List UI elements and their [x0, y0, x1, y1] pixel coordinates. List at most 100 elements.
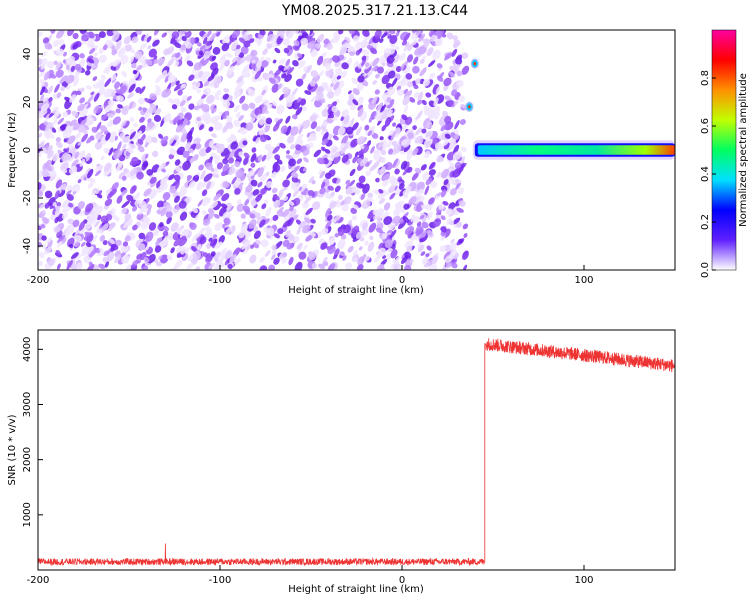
noise-blob — [206, 94, 215, 104]
noise-blob — [401, 40, 408, 46]
noise-blob — [201, 104, 210, 112]
noise-blob — [156, 185, 165, 193]
noise-blob — [286, 150, 290, 155]
noise-blob — [390, 130, 397, 141]
noise-blob — [273, 233, 280, 239]
noise-blob — [358, 246, 363, 251]
noise-blob — [182, 160, 192, 171]
noise-blob — [327, 185, 334, 191]
noise-blob — [446, 217, 452, 225]
noise-blob — [450, 238, 455, 244]
noise-blob — [222, 34, 230, 44]
noise-blob — [127, 92, 134, 99]
noise-blob — [459, 119, 466, 125]
noise-blob — [160, 70, 168, 79]
noise-blob — [202, 36, 208, 45]
noise-blob — [355, 231, 362, 239]
noise-blob — [198, 50, 204, 56]
noise-blob — [327, 214, 333, 222]
noise-blob — [287, 67, 295, 75]
noise-blob — [239, 95, 246, 104]
noise-blob — [40, 94, 45, 101]
noise-blob — [356, 96, 364, 107]
noise-blob — [402, 189, 410, 197]
noise-blob — [196, 88, 201, 94]
noise-blob — [440, 226, 447, 233]
noise-blob — [321, 138, 329, 146]
noise-blob — [63, 51, 67, 57]
noise-blob — [160, 177, 168, 186]
noise-blob — [250, 244, 254, 249]
noise-blob — [138, 200, 147, 209]
noise-blob — [205, 40, 211, 46]
noise-blob — [400, 160, 408, 170]
noise-blob — [124, 44, 132, 52]
noise-blob — [139, 117, 145, 123]
noise-blob — [403, 144, 411, 152]
noise-blob — [88, 261, 93, 266]
noise-blob — [124, 235, 131, 242]
noise-blob — [297, 53, 303, 58]
noise-blob — [380, 108, 390, 120]
noise-blob — [335, 34, 341, 43]
noise-blob — [308, 142, 314, 148]
noise-blob — [442, 200, 449, 206]
noise-blob — [388, 185, 396, 193]
noise-blob — [129, 117, 135, 122]
noise-blob — [100, 74, 107, 80]
noise-blob — [41, 170, 50, 177]
noise-blob — [381, 124, 387, 132]
noise-blob — [52, 39, 60, 47]
noise-blob — [262, 48, 269, 56]
noise-blob — [327, 263, 336, 270]
noise-blob — [67, 218, 75, 225]
noise-blob — [295, 219, 302, 225]
noise-blob — [436, 75, 444, 82]
noise-blob — [94, 141, 103, 150]
noise-blob — [168, 174, 175, 181]
noise-blob — [46, 237, 53, 244]
noise-blob — [285, 125, 292, 136]
noise-blob — [272, 123, 280, 132]
noise-blob — [256, 60, 262, 69]
noise-blob — [178, 238, 188, 247]
noise-blob — [175, 52, 181, 58]
noise-blob — [239, 56, 247, 64]
noise-blob — [61, 152, 69, 162]
noise-blob — [339, 47, 348, 56]
noise-blob — [148, 104, 157, 114]
noise-blob — [111, 48, 118, 56]
noise-blob — [334, 152, 341, 158]
noise-blob — [43, 71, 50, 81]
noise-blob — [277, 228, 284, 235]
noise-blob — [229, 150, 235, 159]
noise-blob — [420, 251, 426, 256]
noise-blob — [115, 40, 122, 51]
noise-blob — [211, 55, 217, 61]
noise-blob — [415, 225, 424, 235]
noise-blob — [54, 190, 60, 200]
noise-blob — [370, 125, 376, 130]
noise-blob — [415, 127, 423, 136]
noise-blob — [458, 200, 466, 208]
noise-blob — [400, 63, 405, 71]
noise-blob — [236, 44, 241, 50]
noise-blob — [285, 59, 291, 66]
noise-blob — [425, 177, 433, 186]
noise-blob — [382, 232, 388, 240]
noise-blob — [226, 65, 235, 76]
noise-blob — [38, 252, 45, 259]
noise-blob — [110, 65, 117, 71]
noise-blob — [215, 143, 221, 149]
noise-blob — [308, 252, 317, 260]
noise-blob — [81, 133, 89, 143]
noise-blob — [384, 71, 390, 77]
noise-blob — [229, 253, 237, 264]
noise-blob — [278, 189, 284, 199]
noise-blob — [282, 239, 290, 248]
noise-blob — [383, 202, 391, 211]
noise-blob — [375, 177, 380, 183]
noise-blob — [289, 30, 296, 34]
noise-blob — [442, 139, 449, 147]
noise-blob — [321, 108, 330, 118]
